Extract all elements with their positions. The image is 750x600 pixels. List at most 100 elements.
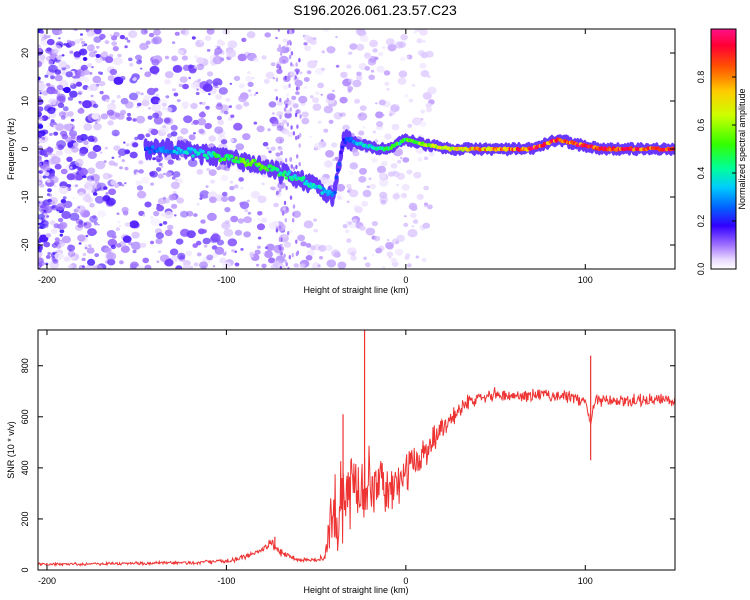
ridge-core — [253, 158, 257, 163]
noise-blob — [84, 77, 90, 82]
ridge-core — [268, 164, 273, 168]
noise-blob — [137, 133, 145, 141]
noise-blob — [261, 182, 265, 186]
noise-blob — [40, 39, 48, 46]
ridge-core — [308, 182, 313, 186]
noise-blob — [233, 184, 239, 189]
noise-blob — [78, 48, 88, 56]
noise-blob — [155, 232, 164, 240]
noise-blob — [40, 234, 44, 238]
noise-blob — [164, 210, 174, 219]
noise-blob — [151, 104, 161, 112]
noise-blob — [355, 29, 366, 36]
noise-blob — [321, 50, 325, 54]
noise-blob — [227, 238, 238, 247]
noise-blob — [138, 160, 144, 165]
x-tick-label: 100 — [578, 275, 593, 285]
noise-blob — [121, 206, 129, 213]
noise-blob — [299, 71, 303, 75]
noise-blob — [275, 96, 279, 101]
ridge-core — [230, 154, 234, 159]
ridge-core — [186, 147, 191, 151]
noise-blob — [275, 77, 279, 82]
noise-blob — [254, 249, 261, 255]
noise-blob — [422, 40, 426, 43]
noise-blob — [108, 160, 116, 166]
noise-blob — [92, 229, 96, 233]
colorbar-label: Normalized spectral amplitude — [737, 88, 747, 209]
noise-blob — [59, 229, 65, 234]
noise-blob — [303, 220, 314, 229]
noise-blob — [135, 115, 146, 124]
noise-blob — [203, 244, 208, 248]
noise-blob — [271, 186, 276, 191]
colorbar-ticks: 0.0 0.2 0.4 0.6 0.8 — [696, 71, 736, 275]
noise-blob — [82, 175, 87, 179]
noise-blob — [87, 151, 98, 160]
noise-blob — [164, 258, 174, 267]
noise-blob — [102, 172, 111, 180]
noise-blob — [199, 197, 203, 200]
noise-blob — [352, 79, 362, 88]
noise-blob — [152, 112, 160, 119]
noise-blob — [92, 75, 102, 84]
ridge-blob — [199, 153, 204, 166]
noise-blob — [38, 201, 41, 204]
chart-title: S196.2026.061.23.57.C23 — [293, 2, 457, 18]
noise-blob — [71, 185, 75, 188]
noise-blob — [160, 165, 164, 168]
noise-blob — [233, 75, 241, 82]
noise-blob — [38, 106, 44, 112]
noise-blob — [347, 89, 352, 93]
noise-blob — [103, 160, 107, 163]
noise-blob — [363, 256, 367, 260]
noise-blob — [114, 183, 120, 188]
spectrogram-ridge — [143, 129, 675, 207]
noise-blob — [66, 184, 72, 188]
ridge-core — [159, 149, 164, 153]
noise-blob — [221, 221, 231, 230]
noise-blob — [196, 63, 205, 71]
noise-blob — [270, 62, 276, 67]
noise-blob — [243, 216, 252, 224]
noise-blob — [196, 168, 204, 175]
noise-blob — [276, 68, 283, 75]
noise-blob — [70, 135, 76, 140]
noise-blob — [118, 224, 122, 227]
noise-blob — [54, 237, 60, 242]
noise-blob — [55, 165, 60, 169]
noise-blob — [274, 88, 278, 92]
noise-blob — [66, 156, 73, 162]
snr-frame — [37, 329, 676, 571]
noise-blob — [118, 155, 121, 158]
noise-blob — [82, 100, 92, 109]
noise-blob — [138, 169, 144, 174]
noise-blob — [379, 172, 387, 179]
noise-blob — [78, 100, 82, 104]
noise-blob — [374, 56, 379, 60]
noise-blob — [427, 86, 437, 95]
ridge-core — [287, 170, 292, 174]
noise-blob — [206, 254, 214, 261]
noise-blob — [401, 183, 410, 191]
noise-blob — [194, 65, 198, 69]
noise-blob — [102, 195, 111, 202]
noise-blob — [230, 215, 239, 223]
noise-blob — [229, 180, 234, 184]
noise-blob — [88, 244, 92, 248]
noise-blob — [92, 103, 99, 109]
noise-blob — [44, 171, 50, 177]
noise-blob — [107, 258, 116, 266]
noise-blob — [419, 62, 427, 69]
noise-blob — [206, 48, 211, 52]
noise-blob — [183, 115, 193, 124]
noise-blob — [355, 43, 365, 51]
noise-blob — [89, 215, 98, 223]
noise-blob — [297, 85, 301, 91]
noise-blob — [165, 95, 170, 99]
noise-blob — [47, 107, 56, 114]
ridge-core — [172, 149, 177, 154]
noise-blob — [61, 211, 71, 219]
noise-blob — [224, 207, 231, 213]
